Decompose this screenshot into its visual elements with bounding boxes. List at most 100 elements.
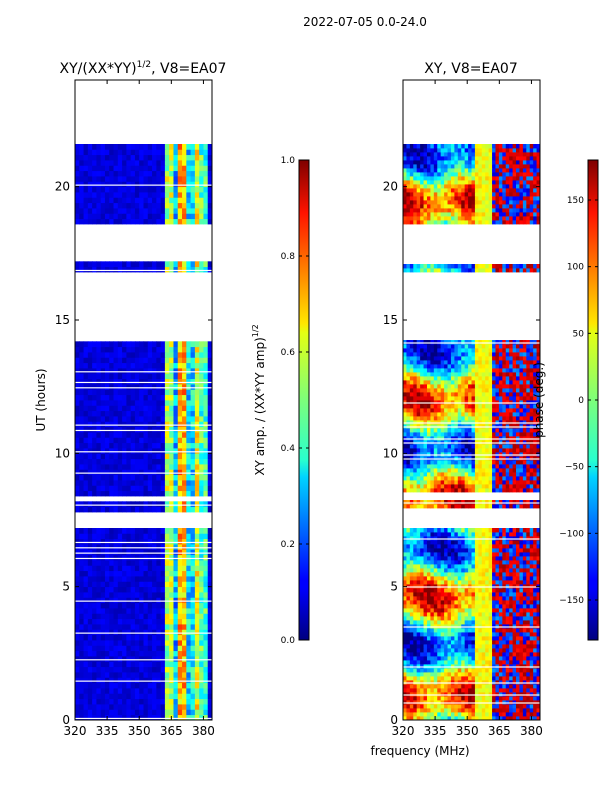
amp-heatmap-cell [147, 709, 153, 716]
phase-heatmap-cell [450, 704, 455, 709]
amp-heatmap-cell [126, 565, 132, 572]
phase-heatmap-cell [471, 604, 476, 609]
amp-heatmap-cell [194, 197, 200, 204]
amp-heatmap-cell [92, 682, 98, 689]
phase-heatmap-cell [474, 688, 479, 693]
phase-heatmap-cell [519, 628, 524, 633]
amp-heatmap-cell [113, 661, 119, 668]
amp-heatmap-cell [156, 181, 162, 188]
amp-heatmap-cell [104, 405, 110, 412]
amp-heatmap-cell [104, 485, 110, 492]
phase-heatmap-cell [526, 640, 531, 645]
phase-heatmap-cell [464, 652, 469, 657]
amp-heatmap-cell [173, 437, 179, 444]
phase-heatmap-cell [478, 684, 483, 689]
amp-heatmap-cell [203, 698, 209, 705]
phase-heatmap-cell [522, 560, 527, 565]
amp-heatmap-cell [156, 704, 162, 710]
phase-heatmap-cell [406, 584, 411, 589]
amp-heatmap-cell [156, 714, 162, 720]
amp-heatmap-cell [75, 656, 80, 662]
amp-heatmap-cell [156, 400, 162, 406]
amp-heatmap-cell [143, 165, 149, 172]
amp-heatmap-cell [160, 394, 166, 401]
amp-heatmap-cell [79, 672, 85, 678]
amp-heatmap-cell [113, 597, 119, 604]
phase-heatmap-cell [498, 616, 503, 621]
amp-heatmap-cell [100, 458, 106, 465]
phase-heatmap-cell [481, 480, 486, 485]
phase-heatmap-cell [416, 616, 421, 621]
amp-heatmap-cell [96, 421, 102, 428]
amp-heatmap-cell [182, 704, 187, 710]
amp-heatmap-cell [177, 533, 183, 540]
amp-heatmap-cell [126, 208, 132, 214]
phase-heatmap-cell [406, 660, 411, 665]
amp-heatmap-cell [122, 485, 127, 492]
phase-heatmap-cell [403, 576, 408, 581]
phase-heatmap-cell [444, 588, 449, 593]
phase-heatmap-cell [468, 696, 473, 701]
phase-heatmap-cell [461, 712, 466, 717]
amp-heatmap-cell [194, 650, 200, 657]
phase-heatmap-cell [481, 628, 486, 633]
phase-heatmap-cell [437, 600, 442, 605]
amp-heatmap-cell [100, 501, 106, 508]
phase-heatmap-cell [433, 588, 438, 593]
phase-heatmap-cell [461, 532, 466, 537]
phase-heatmap-cell [426, 712, 431, 717]
amp-heatmap-cell [207, 533, 212, 540]
phase-heatmap-cell [406, 616, 411, 621]
phase-heatmap-cell [474, 644, 479, 649]
phase-heatmap-cell [478, 576, 483, 581]
amp-heatmap-cell [177, 453, 183, 460]
amp-heatmap-cell [177, 405, 183, 412]
phase-heatmap-cell [519, 640, 524, 645]
phase-heatmap-cell [413, 488, 418, 493]
amp-heatmap-cell [122, 218, 127, 225]
phase-heatmap-cell [519, 656, 524, 661]
phase-heatmap-cell [433, 544, 438, 549]
amp-heatmap-cell [104, 416, 110, 422]
phase-heatmap-cell [492, 656, 497, 661]
phase-heatmap-cell [474, 564, 479, 569]
amp-heatmap-cell [122, 426, 127, 433]
amp-heatmap-cell [182, 389, 187, 396]
phase-heatmap-cell [450, 576, 455, 581]
amp-heatmap-cell [147, 469, 153, 476]
amp-heatmap-cell [143, 682, 149, 689]
phase-heatmap-cell [430, 668, 435, 673]
amp-heatmap-cell [164, 394, 170, 401]
amp-heatmap-cell [139, 490, 145, 497]
amp-heatmap-cell [79, 645, 85, 652]
amp-heatmap-cell [190, 373, 196, 380]
phase-heatmap-cell [488, 604, 493, 609]
phase-heatmap-cell [485, 532, 490, 537]
phase-heatmap-cell [457, 652, 462, 657]
phase-heatmap-cell [403, 528, 408, 533]
phase-heatmap-cell [468, 604, 473, 609]
amp-heatmap-cell [186, 357, 192, 364]
phase-heatmap-cell [474, 484, 479, 489]
phase-heatmap-cell [413, 568, 418, 573]
phase-heatmap-cell [519, 668, 524, 673]
phase-heatmap-cell [426, 504, 431, 509]
amp-heatmap-cell [194, 666, 200, 673]
amp-heatmap-cell [194, 480, 200, 486]
phase-heatmap-cell [450, 480, 455, 485]
amp-heatmap-cell [173, 586, 179, 593]
phase-heatmap-cell [498, 600, 503, 605]
phase-heatmap-cell [440, 560, 445, 565]
phase-heatmap-cell [433, 648, 438, 653]
amp-heatmap-cell [164, 682, 170, 689]
phase-heatmap-cell [447, 544, 452, 549]
phase-heatmap-cell [519, 584, 524, 589]
amp-heatmap-cell [190, 192, 196, 198]
amp-heatmap-cell [143, 597, 149, 604]
amp-heatmap-cell [190, 565, 196, 572]
phase-heatmap-cell [447, 632, 452, 637]
amp-heatmap-cell [130, 656, 136, 662]
amp-heatmap-cell [100, 213, 106, 220]
amp-heatmap-cell [92, 426, 98, 433]
